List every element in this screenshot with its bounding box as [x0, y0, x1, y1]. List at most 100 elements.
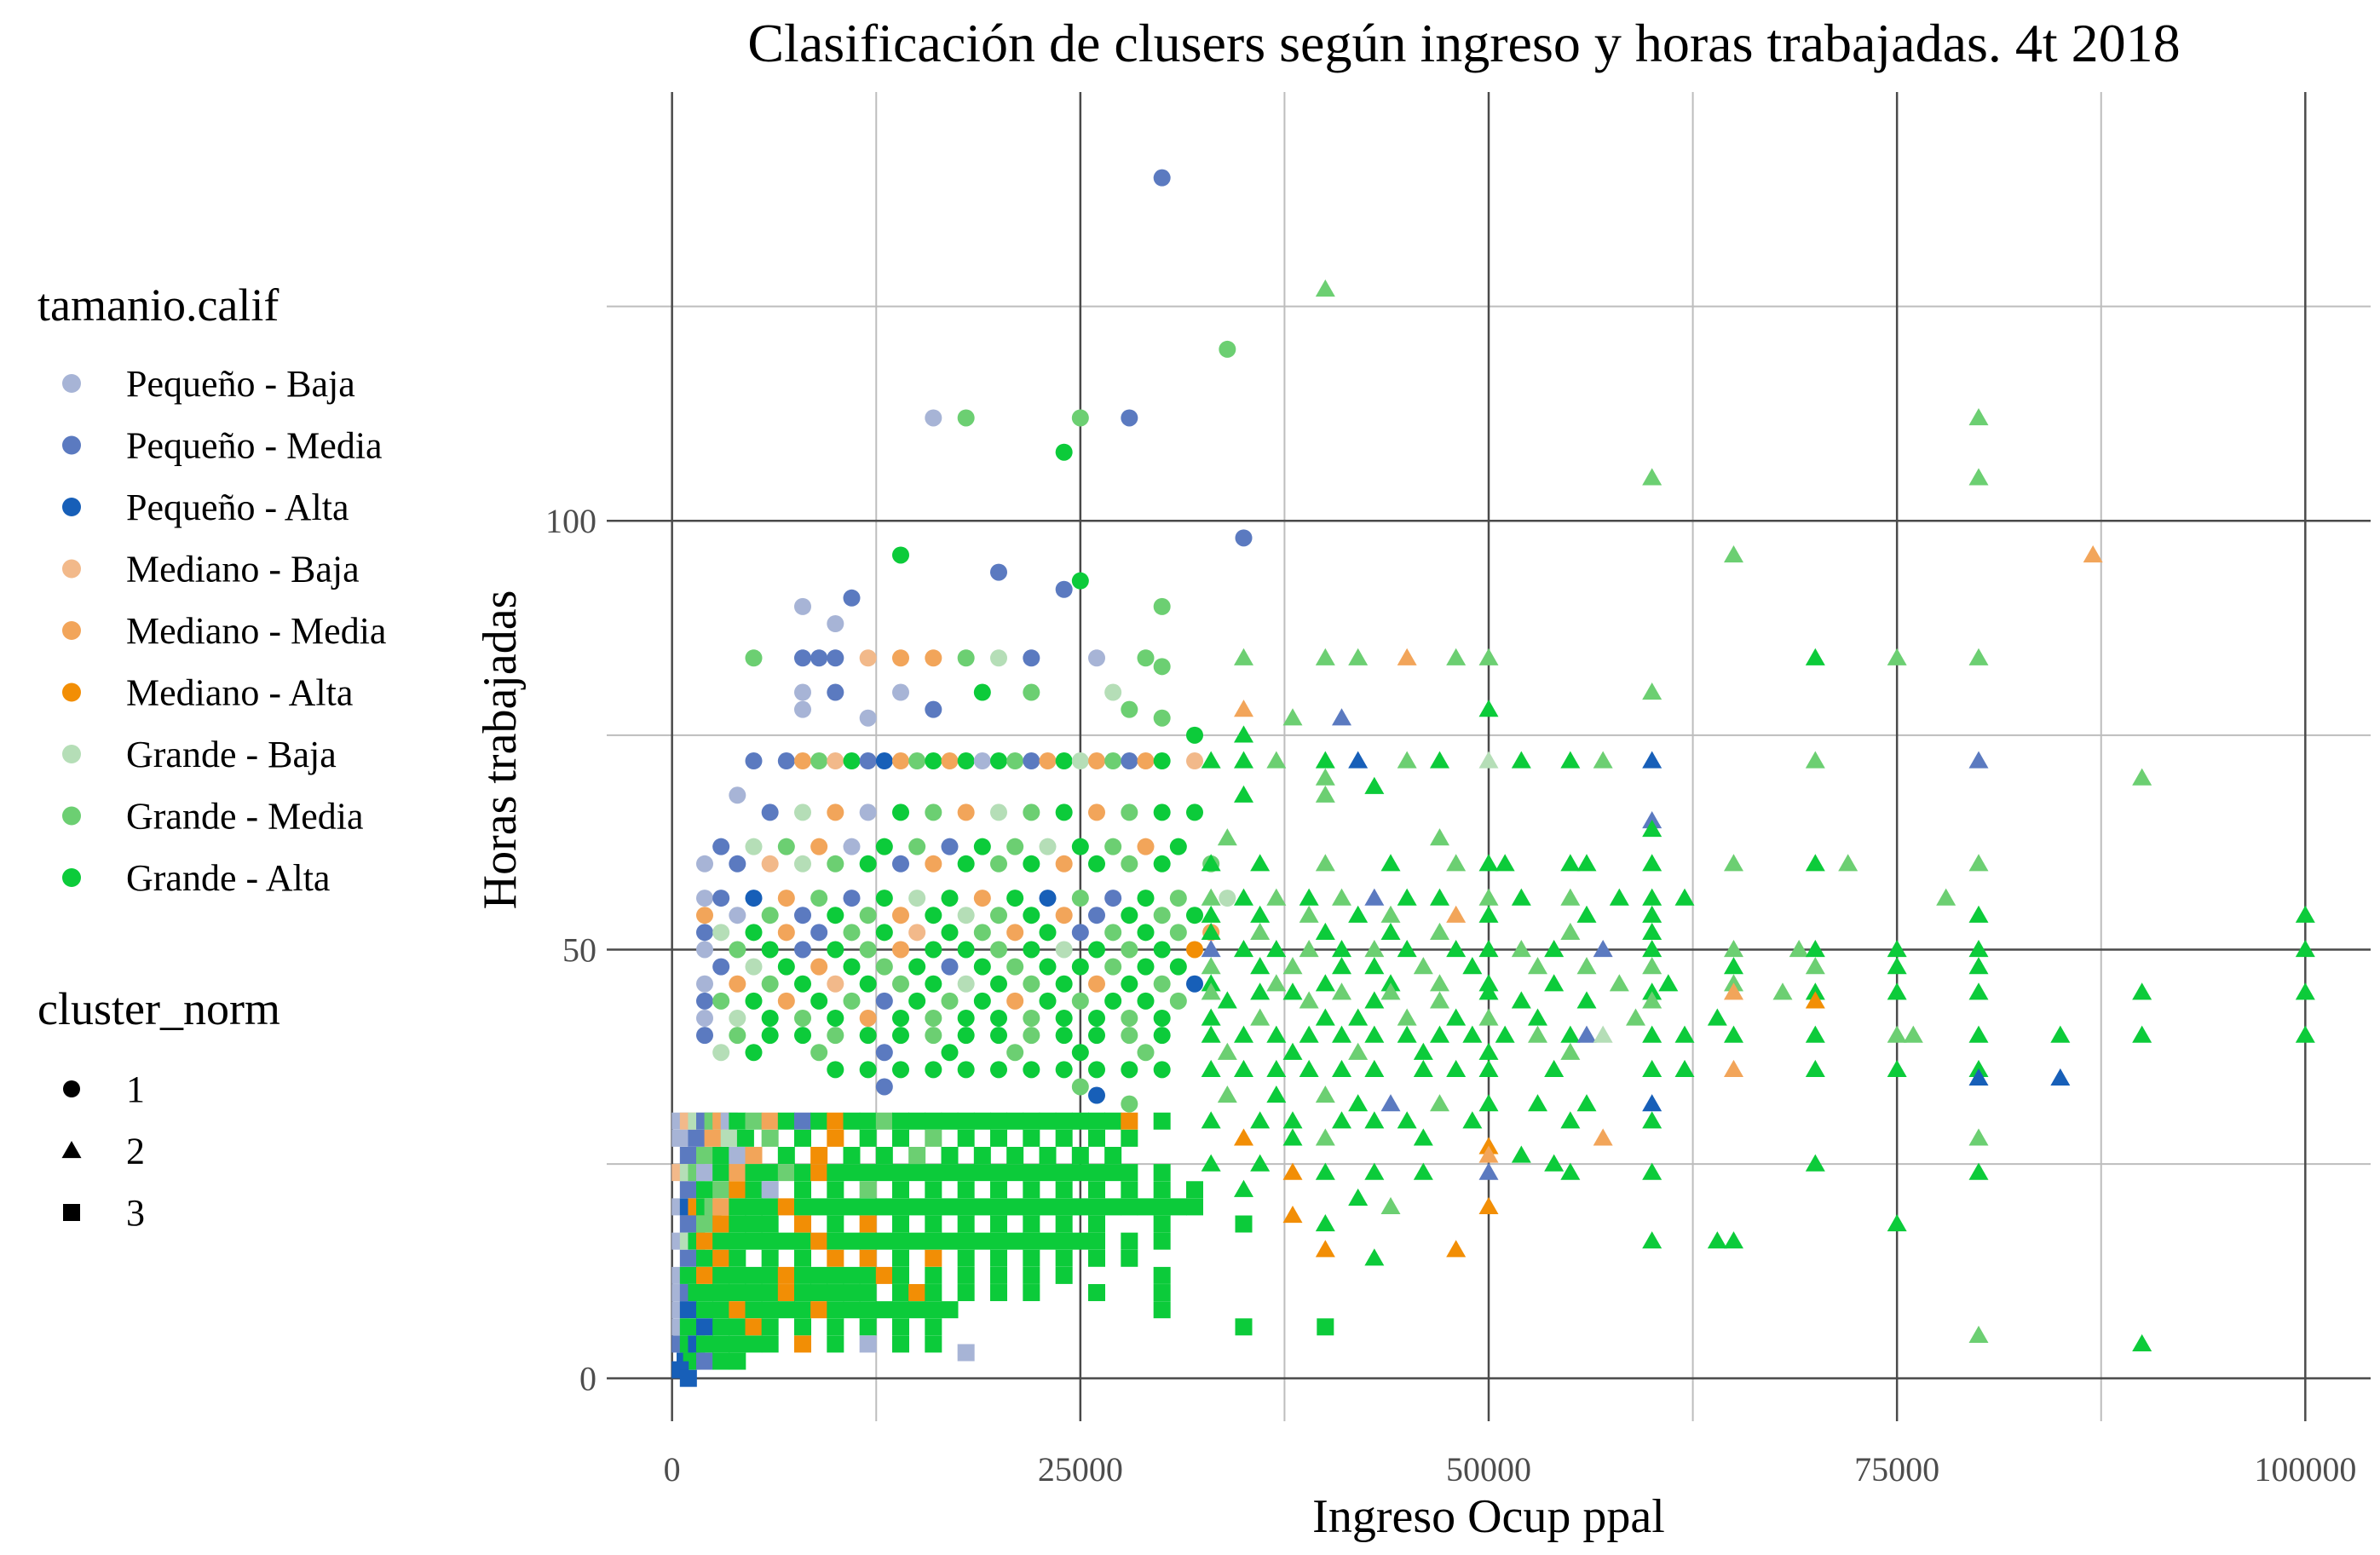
data-point-circle [1153, 941, 1171, 959]
data-point-square [875, 1266, 893, 1284]
data-point-square [794, 1232, 811, 1250]
data-point-circle [1121, 975, 1138, 993]
data-point-circle [843, 752, 861, 770]
data-point-triangle [1348, 648, 1369, 665]
data-point-triangle [1315, 922, 1335, 940]
data-point-triangle [1315, 854, 1335, 872]
data-point-circle [843, 924, 861, 942]
data-point-circle [1023, 752, 1040, 770]
data-point-square [810, 1232, 828, 1250]
data-point-circle [973, 958, 991, 976]
data-point-circle [827, 615, 844, 632]
data-point-triangle [1968, 1068, 1989, 1086]
data-point-circle [859, 1009, 877, 1027]
data-point-circle [990, 1009, 1007, 1027]
data-point-square [1023, 1232, 1040, 1250]
data-point-triangle [1560, 888, 1581, 906]
data-point-circle [745, 649, 763, 667]
data-point-square [827, 1284, 844, 1302]
data-point-circle [712, 992, 730, 1010]
data-point-triangle [1299, 991, 1319, 1009]
data-point-circle [875, 924, 893, 942]
data-point-square [696, 1301, 713, 1319]
data-point-square [794, 1181, 811, 1199]
data-point-triangle [1201, 1154, 1221, 1172]
data-point-triangle [1478, 700, 1499, 717]
data-point-circle [875, 752, 893, 770]
data-point-square [696, 1318, 713, 1336]
legend-shape-label: 3 [126, 1192, 145, 1234]
data-point-circle [957, 941, 975, 959]
data-point-circle [810, 992, 828, 1010]
data-point-square [925, 1129, 942, 1147]
data-point-triangle [1478, 648, 1499, 665]
data-point-circle [1088, 941, 1105, 959]
data-point-square [1186, 1181, 1203, 1199]
data-point-square [925, 1284, 942, 1302]
data-point-circle [794, 649, 811, 667]
data-point-square [875, 1232, 893, 1250]
data-point-triangle [1430, 1025, 1449, 1043]
data-point-square [859, 1284, 877, 1302]
data-point-triangle [1282, 1128, 1303, 1146]
data-point-square [745, 1266, 763, 1284]
data-point-square [729, 1232, 746, 1250]
data-point-square [1055, 1112, 1073, 1130]
data-point-triangle [2295, 982, 2315, 1000]
data-point-square [729, 1164, 746, 1182]
data-point-triangle [1315, 648, 1335, 665]
data-point-square [957, 1249, 975, 1267]
data-point-triangle [1413, 1059, 1433, 1077]
data-point-triangle [1201, 974, 1221, 992]
data-point-triangle [1805, 751, 1825, 769]
data-point-triangle [1397, 888, 1417, 906]
legend-color-key [62, 682, 81, 702]
data-point-circle [973, 683, 991, 701]
data-point-circle [1071, 1078, 1089, 1096]
data-point-circle [696, 924, 713, 942]
data-point-square [794, 1301, 811, 1319]
data-point-triangle [1348, 1094, 1369, 1112]
data-point-triangle [1674, 1059, 1695, 1077]
data-point-circle [1071, 409, 1089, 427]
data-point-triangle [1887, 982, 1907, 1000]
data-point-square [1023, 1284, 1040, 1302]
data-point-square [990, 1112, 1007, 1130]
data-point-triangle [1707, 1231, 1727, 1249]
data-point-circle [1137, 649, 1155, 667]
data-point-square [679, 1249, 697, 1267]
data-point-triangle [1576, 957, 1597, 975]
data-point-square [827, 1198, 844, 1216]
data-point-circle [729, 1027, 746, 1045]
data-point-circle [925, 752, 942, 770]
data-point-circle [1055, 752, 1073, 770]
data-point-circle [941, 752, 959, 770]
data-point-square [696, 1249, 713, 1267]
data-point-circle [1104, 890, 1122, 907]
data-point-circle [761, 855, 779, 873]
data-point-triangle [1805, 939, 1825, 958]
data-point-square [761, 1284, 779, 1302]
data-point-triangle [1380, 905, 1401, 923]
data-point-circle [973, 992, 991, 1010]
data-point-triangle [1315, 768, 1335, 786]
data-point-circle [875, 1044, 893, 1062]
data-point-triangle [1364, 1059, 1385, 1077]
data-point-circle [1153, 752, 1171, 770]
data-point-square [827, 1232, 844, 1250]
data-point-square [794, 1249, 811, 1267]
data-point-triangle [1364, 776, 1385, 794]
data-point-triangle [1266, 888, 1287, 906]
data-point-square [745, 1215, 763, 1233]
data-point-circle [990, 649, 1007, 667]
data-point-triangle [1658, 974, 1679, 992]
data-point-square [679, 1266, 697, 1284]
legend-color-items: Pequeño - Baja Pequeño - Media Pequeño - A… [62, 363, 386, 899]
data-point-circle [990, 941, 1007, 959]
data-point-square [892, 1232, 909, 1250]
data-point-triangle [1364, 1162, 1385, 1180]
data-point-square [745, 1232, 763, 1250]
data-point-square [925, 1318, 942, 1336]
data-point-triangle [1250, 1111, 1271, 1129]
x-tick-label: 25000 [1038, 1450, 1123, 1489]
